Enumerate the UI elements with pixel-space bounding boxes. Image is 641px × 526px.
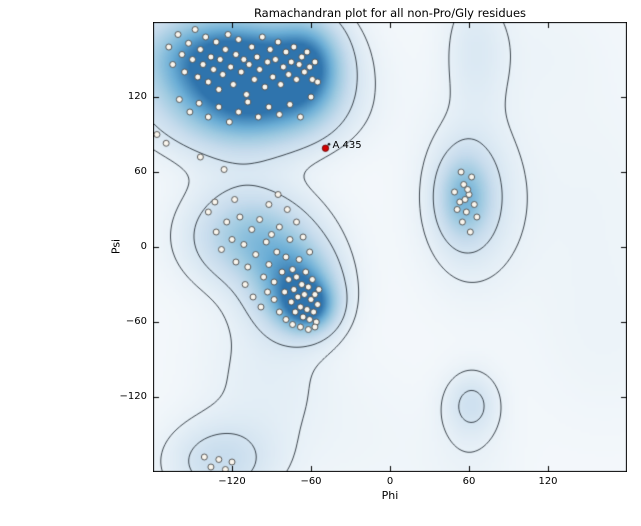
highlight-residue-label: A 435 <box>332 140 362 152</box>
y-tick-label: −120 <box>119 390 147 402</box>
plot-canvas <box>153 22 627 472</box>
x-axis-label: Phi <box>381 489 399 502</box>
x-tick-label: −120 <box>218 476 246 487</box>
y-tick-label: 0 <box>140 240 147 252</box>
chart-title: Ramachandran plot for all non-Pro/Gly re… <box>253 6 527 20</box>
x-tick-label: 0 <box>386 476 394 487</box>
x-tick-label: −60 <box>300 476 322 487</box>
y-tick-label: 120 <box>127 90 147 102</box>
y-tick-label: 60 <box>134 165 147 177</box>
x-tick-label: 120 <box>538 476 558 487</box>
plot-area: A 435 <box>153 22 627 472</box>
x-tick-label: 60 <box>462 476 476 487</box>
y-tick-label: −60 <box>125 315 147 327</box>
